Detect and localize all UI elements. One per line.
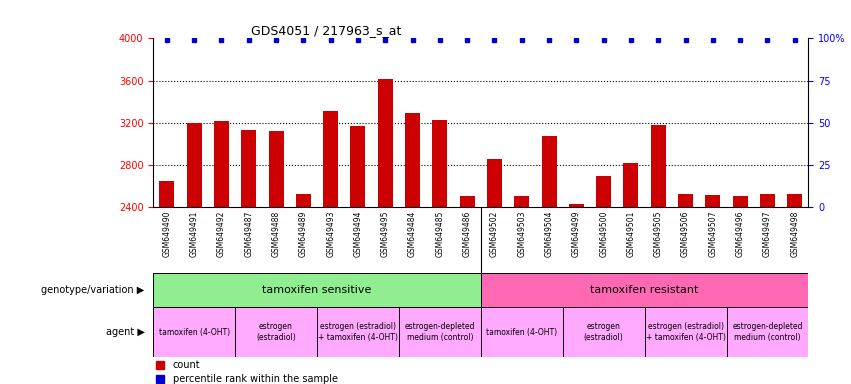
Text: GSM649499: GSM649499	[572, 210, 581, 257]
Text: genotype/variation ▶: genotype/variation ▶	[42, 285, 145, 295]
Text: GSM649491: GSM649491	[190, 210, 198, 257]
Text: tamoxifen (4-OHT): tamoxifen (4-OHT)	[486, 328, 557, 337]
Text: GDS4051 / 217963_s_at: GDS4051 / 217963_s_at	[252, 24, 402, 37]
Bar	[563, 307, 645, 357]
Bar	[597, 175, 611, 207]
Text: GSM649505: GSM649505	[654, 210, 663, 257]
Bar	[378, 78, 393, 207]
Text: tamoxifen resistant: tamoxifen resistant	[591, 285, 699, 295]
Text: GSM649503: GSM649503	[517, 210, 526, 257]
Text: estrogen (estradiol)
+ tamoxifen (4-OHT): estrogen (estradiol) + tamoxifen (4-OHT)	[318, 323, 398, 342]
Bar	[645, 307, 727, 357]
Bar	[624, 163, 638, 207]
Text: GSM649485: GSM649485	[436, 210, 444, 257]
Text: GSM649495: GSM649495	[380, 210, 390, 257]
Text: GSM649507: GSM649507	[708, 210, 717, 257]
Text: GSM649497: GSM649497	[763, 210, 772, 257]
Bar	[159, 181, 174, 207]
Text: GSM649490: GSM649490	[163, 210, 171, 257]
Bar	[460, 196, 475, 207]
Bar	[269, 131, 283, 207]
Bar	[727, 307, 808, 357]
Bar	[235, 307, 317, 357]
Bar	[541, 136, 557, 207]
Bar	[481, 273, 808, 307]
Text: GSM649487: GSM649487	[244, 210, 254, 257]
Bar	[405, 113, 420, 207]
Bar	[296, 194, 311, 207]
Text: GSM649504: GSM649504	[545, 210, 553, 257]
Bar	[317, 307, 399, 357]
Text: estrogen
(estradiol): estrogen (estradiol)	[584, 323, 624, 342]
Bar	[481, 307, 563, 357]
Text: estrogen-depleted
medium (control): estrogen-depleted medium (control)	[404, 323, 475, 342]
Bar	[514, 196, 529, 207]
Text: GSM649498: GSM649498	[791, 210, 799, 257]
Text: GSM649494: GSM649494	[353, 210, 363, 257]
Text: GSM649489: GSM649489	[299, 210, 308, 257]
Bar	[760, 194, 775, 207]
Bar	[214, 121, 229, 207]
Bar	[678, 194, 693, 207]
Bar	[651, 125, 665, 207]
Text: GSM649496: GSM649496	[736, 210, 745, 257]
Text: estrogen (estradiol)
+ tamoxifen (4-OHT): estrogen (estradiol) + tamoxifen (4-OHT)	[646, 323, 726, 342]
Text: GSM649486: GSM649486	[463, 210, 471, 257]
Bar	[153, 307, 235, 357]
Text: agent ▶: agent ▶	[106, 327, 145, 337]
Text: tamoxifen (4-OHT): tamoxifen (4-OHT)	[158, 328, 230, 337]
Text: GSM649506: GSM649506	[681, 210, 690, 257]
Text: GSM649500: GSM649500	[599, 210, 608, 257]
Bar	[399, 307, 481, 357]
Text: tamoxifen sensitive: tamoxifen sensitive	[262, 285, 372, 295]
Bar	[733, 196, 748, 207]
Text: GSM649502: GSM649502	[490, 210, 499, 257]
Text: percentile rank within the sample: percentile rank within the sample	[173, 374, 338, 384]
Bar	[487, 159, 502, 207]
Bar	[432, 120, 448, 207]
Bar	[351, 126, 365, 207]
Text: estrogen
(estradiol): estrogen (estradiol)	[256, 323, 296, 342]
Bar	[705, 195, 721, 207]
Text: GSM649492: GSM649492	[217, 210, 226, 257]
Text: estrogen-depleted
medium (control): estrogen-depleted medium (control)	[732, 323, 802, 342]
Text: count: count	[173, 360, 201, 370]
Bar	[323, 111, 338, 207]
Bar	[568, 204, 584, 207]
Bar	[153, 273, 481, 307]
Text: GSM649501: GSM649501	[626, 210, 636, 257]
Bar	[186, 123, 202, 207]
Text: GSM649484: GSM649484	[408, 210, 417, 257]
Bar	[787, 194, 802, 207]
Text: GSM649488: GSM649488	[271, 210, 281, 257]
Text: GSM649493: GSM649493	[326, 210, 335, 257]
Bar	[241, 130, 256, 207]
